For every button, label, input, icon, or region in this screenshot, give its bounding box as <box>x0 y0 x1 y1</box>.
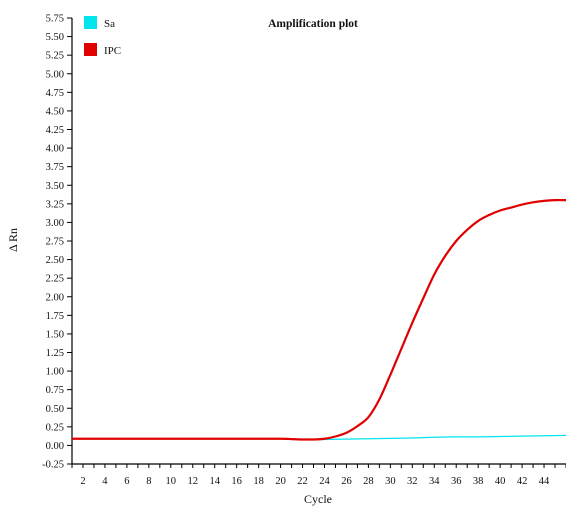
x-tick-label: 14 <box>209 476 220 487</box>
x-tick-label: 6 <box>124 476 129 487</box>
series-line-ipc <box>72 198 566 441</box>
x-tick-label: 16 <box>231 476 242 487</box>
series-group <box>72 198 566 441</box>
x-tick-label: 42 <box>517 476 528 487</box>
y-axis-title: Δ Rn <box>6 228 20 252</box>
x-tick-label: 18 <box>253 476 264 487</box>
axes-group <box>71 18 566 465</box>
x-tick-label: 8 <box>146 476 151 487</box>
y-tick-label: 3.50 <box>46 181 64 192</box>
ticks-group: -0.25 0.00 0.25 0.50 0.75 1.00 1.25 1.50 1.75 2.0… <box>42 14 566 487</box>
y-tick-label: 2.75 <box>46 237 64 248</box>
legend-swatch-ipc <box>84 43 97 56</box>
x-tick-label: 22 <box>297 476 308 487</box>
y-tick-label: 4.00 <box>46 144 64 155</box>
y-tick-label: 3.00 <box>46 218 64 229</box>
y-tick-label: 2.00 <box>46 292 64 303</box>
y-tick-label: 0.25 <box>46 422 64 433</box>
y-tick-label: 2.50 <box>46 255 64 266</box>
x-tick-label: 20 <box>275 476 286 487</box>
legend-label-sa: Sa <box>104 18 115 30</box>
legend: Sa IPC <box>84 16 121 57</box>
x-tick-label: 12 <box>188 476 199 487</box>
y-tick-label: 4.25 <box>46 125 64 136</box>
x-tick-label: 30 <box>385 476 396 487</box>
y-tick-label: -0.25 <box>42 460 64 471</box>
x-tick-label: 28 <box>363 476 374 487</box>
y-tick-label: 1.75 <box>46 311 64 322</box>
y-tick-label: 3.75 <box>46 162 64 173</box>
x-tick-label: 40 <box>495 476 506 487</box>
chart-title: Amplification plot <box>268 18 358 30</box>
x-tick-label: 10 <box>166 476 177 487</box>
y-tick-label: 5.75 <box>46 14 64 25</box>
y-tick-label: 5.25 <box>46 51 64 62</box>
x-tick-label: 26 <box>341 476 352 487</box>
x-tick-label: 32 <box>407 476 418 487</box>
y-tick-label: 2.25 <box>46 274 64 285</box>
x-tick-label: 2 <box>80 476 85 487</box>
y-tick-label: 4.50 <box>46 106 64 117</box>
x-tick-label: 38 <box>473 476 484 487</box>
x-tick-label: 4 <box>102 476 108 487</box>
y-tick-label: 1.00 <box>46 367 64 378</box>
x-tick-label: 24 <box>319 476 330 487</box>
x-axis-title: Cycle <box>304 492 332 506</box>
x-tick-label: 44 <box>539 476 550 487</box>
y-tick-label: 0.00 <box>46 441 64 452</box>
x-tick-label: 34 <box>429 476 440 487</box>
y-tick-label: 4.75 <box>46 88 64 99</box>
y-tick-label: 5.50 <box>46 32 64 43</box>
legend-label-ipc: IPC <box>104 45 121 57</box>
y-tick-label: 1.50 <box>46 329 64 340</box>
y-tick-label: 1.25 <box>46 348 64 359</box>
y-tick-label: 0.75 <box>46 385 64 396</box>
x-tick-label: 36 <box>451 476 462 487</box>
y-tick-label: 3.25 <box>46 199 64 210</box>
legend-swatch-sa <box>84 16 97 29</box>
y-tick-label: 0.50 <box>46 404 64 415</box>
y-tick-label: 5.00 <box>46 69 64 80</box>
